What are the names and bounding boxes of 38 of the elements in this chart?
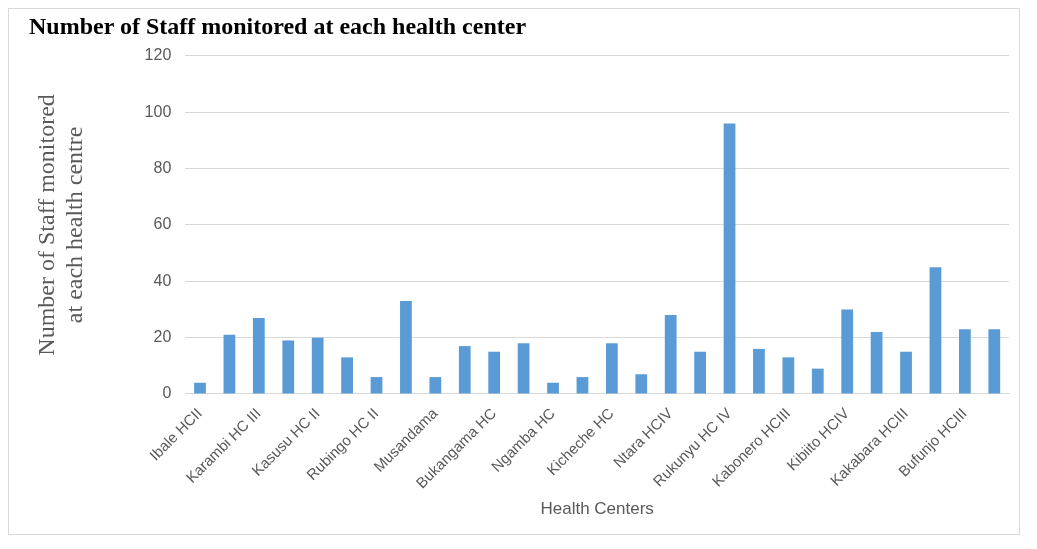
bar (988, 329, 1001, 394)
bar (694, 351, 706, 394)
bar (547, 382, 559, 394)
bar (194, 382, 206, 394)
y-tick-label: 60 (153, 215, 172, 233)
bar (635, 374, 648, 394)
x-axis-title: Health Centers (540, 499, 654, 519)
bar (488, 351, 501, 394)
y-tick-label: 0 (162, 384, 172, 402)
bar (841, 309, 854, 394)
bar (400, 300, 412, 394)
bar (958, 329, 971, 394)
bar (723, 123, 736, 394)
y-tick-label: 120 (144, 46, 172, 64)
bar (282, 340, 295, 394)
bar (370, 377, 383, 394)
bar (605, 343, 618, 394)
y-tick-label: 20 (153, 328, 172, 346)
bar (664, 315, 677, 394)
bar (311, 337, 324, 394)
bar (252, 317, 265, 394)
bar (458, 346, 471, 394)
chart-title: Number of Staff monitored at each health center (29, 12, 527, 39)
bar (341, 357, 353, 394)
bar (223, 334, 236, 394)
y-tick-label: 100 (144, 102, 172, 120)
bar (576, 377, 589, 394)
bar (870, 332, 883, 394)
bar (782, 357, 795, 394)
bar (517, 343, 530, 394)
y-axis-title: Number of Staff monitored at each health centre (32, 94, 88, 356)
bar (900, 351, 912, 394)
y-tick-label: 80 (153, 158, 172, 176)
bar (929, 267, 942, 394)
y-tick-label: 40 (153, 271, 172, 289)
bar (429, 377, 442, 394)
bar (753, 348, 765, 394)
bar (811, 368, 824, 394)
